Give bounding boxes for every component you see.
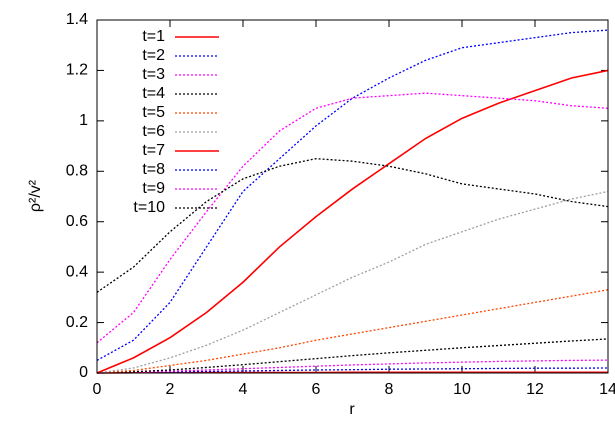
series-line [96, 29, 609, 361]
y-tick-label: 0 [79, 364, 88, 381]
y-axis-label: ρ²/v² [27, 179, 44, 212]
x-tick-label: 2 [166, 381, 175, 398]
y-tick-label: 0.8 [66, 163, 88, 180]
legend-label: t=5 [142, 104, 165, 121]
series-line [96, 289, 609, 374]
x-tick-label: 0 [93, 381, 102, 398]
series-line [96, 338, 609, 374]
series-line [96, 359, 609, 374]
legend-label: t=10 [133, 199, 165, 216]
legend-label: t=4 [142, 85, 165, 102]
series-line [96, 92, 609, 344]
legend-label: t=2 [142, 47, 165, 64]
x-tick-label: 12 [526, 381, 544, 398]
y-tick-label: 1.4 [66, 11, 88, 28]
x-tick-label: 6 [312, 381, 321, 398]
legend-label: t=8 [142, 161, 165, 178]
legend-label: t=7 [142, 142, 165, 159]
y-tick-label: 1 [79, 112, 88, 129]
series-line [96, 367, 609, 374]
series-line [96, 158, 609, 293]
legend-label: t=3 [142, 66, 165, 83]
y-tick-label: 0.2 [66, 314, 88, 331]
y-tick-label: 0.4 [66, 263, 88, 280]
x-axis-label: r [349, 401, 355, 418]
x-tick-label: 4 [239, 381, 248, 398]
x-tick-label: 14 [599, 381, 615, 398]
x-tick-label: 8 [385, 381, 394, 398]
legend-label: t=9 [142, 180, 165, 197]
x-tick-label: 10 [453, 381, 471, 398]
plot-frame [96, 19, 609, 374]
legend-label: t=1 [142, 28, 165, 45]
y-tick-label: 0.6 [66, 213, 88, 230]
legend-label: t=6 [142, 123, 165, 140]
series-line [96, 190, 609, 374]
y-tick-label: 1.2 [66, 62, 88, 79]
series-line [96, 69, 609, 374]
